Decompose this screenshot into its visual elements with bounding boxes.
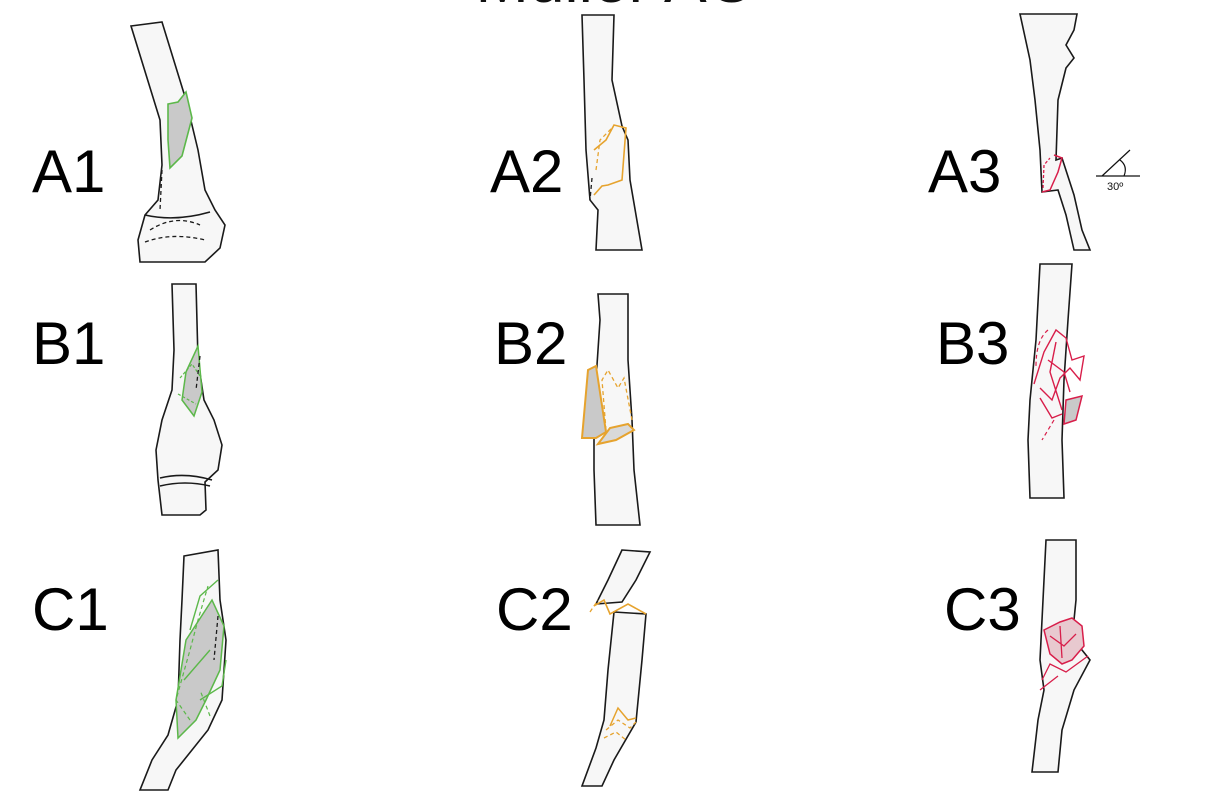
b2-wedge-fragment xyxy=(580,364,608,439)
label-a3: A3 xyxy=(928,138,1002,205)
label-c3: C3 xyxy=(944,576,1021,643)
figure-c1 xyxy=(138,549,227,791)
label-a1: A1 xyxy=(32,138,106,205)
angle-label: 30º xyxy=(1107,181,1123,193)
figure-c2 xyxy=(580,549,652,787)
figure-c3 xyxy=(1031,539,1091,773)
c1-spiral-fragments xyxy=(175,598,225,740)
angle-icon xyxy=(1096,149,1140,177)
figure-a3 xyxy=(1019,13,1140,251)
page-title: Müller AO xyxy=(0,0,1232,12)
a1-fracture-line xyxy=(167,90,193,170)
label-b3: B3 xyxy=(936,310,1010,377)
figure-b3 xyxy=(1027,263,1085,499)
c3-comminuted-fragments xyxy=(1043,617,1085,665)
figure-b1 xyxy=(155,283,223,516)
label-b2: B2 xyxy=(494,310,568,377)
figure-a1 xyxy=(129,21,226,263)
a3-fracture-line xyxy=(1041,154,1063,193)
a2-fracture-line xyxy=(593,124,627,196)
label-c2: C2 xyxy=(496,576,573,643)
c2-segmental-fracture-lines xyxy=(593,598,647,616)
label-a2: A2 xyxy=(490,138,564,205)
label-b1: B1 xyxy=(32,310,106,377)
label-c1: C1 xyxy=(32,576,109,643)
b3-comminuted-fragments xyxy=(1063,394,1084,426)
figure-b2 xyxy=(580,293,641,526)
figure-a2 xyxy=(581,14,643,251)
